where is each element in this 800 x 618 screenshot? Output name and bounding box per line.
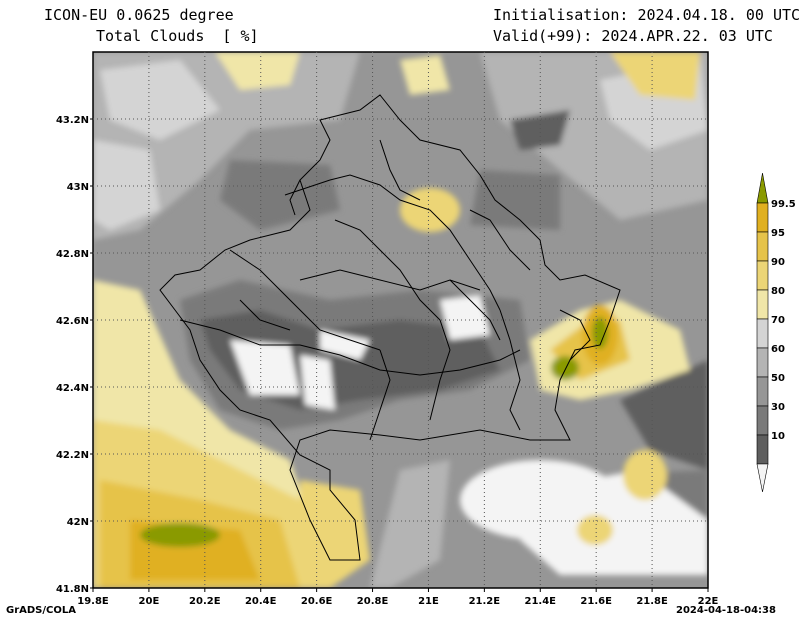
lat-tick-label: 42.2N [56, 450, 89, 461]
lat-tick-label: 42.6N [56, 316, 89, 327]
lat-tick-label: 41.8N [56, 584, 89, 595]
lon-tick-label: 20E [139, 596, 160, 607]
lon-tick-label: 20.2E [189, 596, 221, 607]
lon-tick-label: 20.4E [245, 596, 277, 607]
colorbar-segment [756, 289, 769, 320]
lat-tick-label: 43N [67, 182, 89, 193]
lon-tick-label: 22E [698, 596, 719, 607]
colorbar-label: 95 [771, 228, 785, 239]
lon-tick-label: 21.8E [636, 596, 668, 607]
colorbar-label: 99.5 [771, 199, 796, 210]
colorbar-label: 30 [771, 402, 785, 413]
colorbar: 99.5 95 90 80 70 60 50 30 10 [756, 172, 796, 493]
admin-borders [159, 94, 621, 561]
colorbar-label: 70 [771, 315, 785, 326]
colorbar-segment [756, 376, 769, 407]
lat-tick-label: 42N [67, 517, 89, 528]
colorbar-label: 10 [771, 431, 785, 442]
lon-tick-label: 21.6E [580, 596, 612, 607]
lat-tick-label: 42.8N [56, 249, 89, 260]
lon-tick-label: 19.8E [77, 596, 109, 607]
timestamp-footer: 2024-04-18-04:38 [676, 605, 776, 616]
lon-tick-label: 20.8E [357, 596, 389, 607]
lon-tick-label: 20.6E [301, 596, 333, 607]
lat-tick-label: 42.4N [56, 383, 89, 394]
credit-grads: GrADS/COLA [6, 605, 76, 616]
colorbar-label: 90 [771, 257, 785, 268]
colorbar-label: 60 [771, 344, 785, 355]
valid-time: Valid(+99): 2024.APR.22. 03 UTC [493, 27, 773, 45]
model-title: ICON-EU 0.0625 degree [44, 6, 234, 24]
colorbar-label: 50 [771, 373, 785, 384]
colorbar-bottom-arrow [756, 463, 769, 493]
colorbar-segment [756, 347, 769, 378]
lon-tick-label: 21E [418, 596, 439, 607]
colorbar-top-arrow [756, 172, 769, 204]
lat-tick-label: 43.2N [56, 115, 89, 126]
colorbar-label: 80 [771, 286, 785, 297]
lon-tick-label: 21.2E [469, 596, 501, 607]
colorbar-segment [756, 202, 769, 233]
colorbar-segment [756, 434, 769, 465]
field-title: Total Clouds [ %] [96, 27, 259, 45]
init-time: Initialisation: 2024.04.18. 00 UTC [493, 6, 800, 24]
colorbar-segment [756, 318, 769, 349]
lon-tick-label: 21.4E [525, 596, 557, 607]
colorbar-segment [756, 260, 769, 291]
colorbar-segment [756, 231, 769, 262]
colorbar-segment [756, 405, 769, 436]
